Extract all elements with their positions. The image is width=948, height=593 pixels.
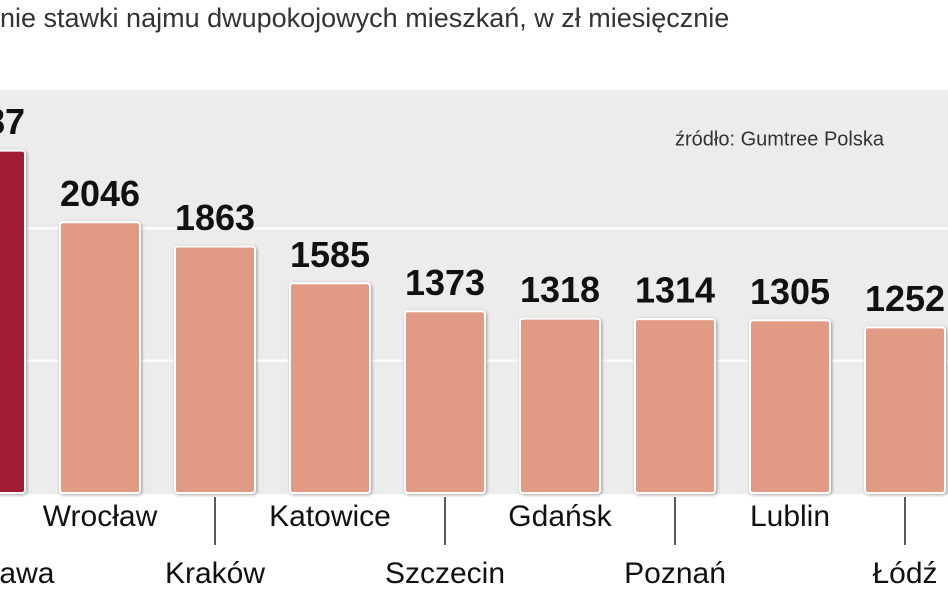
value-label: 1305 (750, 271, 830, 312)
value-label: 1314 (635, 270, 715, 311)
category-label: Wrocław (43, 500, 158, 533)
bar (59, 221, 141, 494)
bar (404, 310, 486, 494)
bar (749, 319, 831, 494)
category-label: Katowice (269, 500, 391, 533)
source-note: źródło: Gumtree Polska (675, 128, 885, 150)
bar (289, 282, 371, 495)
category-label: Poznań (624, 557, 726, 590)
bar (174, 245, 256, 494)
category-label: Szczecin (385, 557, 505, 590)
value-label: 1585 (290, 234, 370, 275)
category-label: Lublin (750, 500, 830, 533)
value-label: 1252 (865, 278, 945, 319)
value-label: 1373 (405, 262, 485, 303)
bar (519, 317, 601, 494)
category-label: Gdańsk (508, 500, 612, 533)
value-label: 2046 (60, 173, 140, 214)
bar (634, 318, 716, 495)
bar (0, 149, 26, 494)
value-label: 1318 (520, 269, 600, 310)
category-label: Kraków (165, 557, 265, 590)
value-label: 1863 (175, 197, 255, 238)
bar (864, 326, 946, 494)
category-label: Łódź (872, 557, 937, 590)
chart-title: nie stawki najmu dwupokojowych mieszkań,… (0, 3, 729, 33)
value-label: 2587 (0, 101, 25, 142)
category-label: Warszawa (0, 557, 55, 590)
